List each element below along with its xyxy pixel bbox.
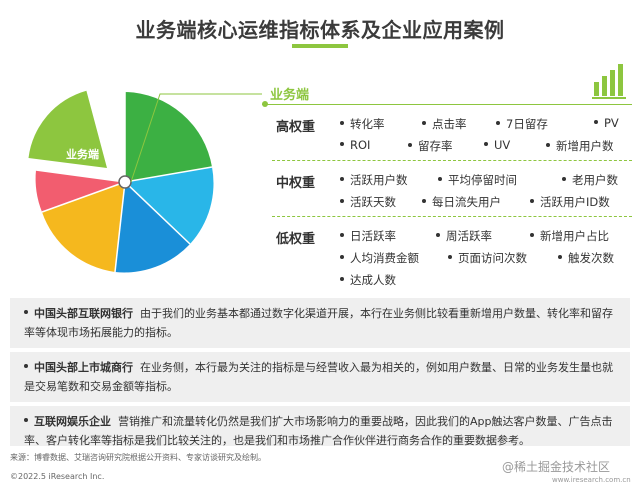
case-company: 互联网娱乐企业 bbox=[34, 415, 111, 428]
metric-item: 平均停留时间 bbox=[438, 172, 517, 188]
metric-item: UV bbox=[484, 138, 510, 152]
metric-item: 点击率 bbox=[422, 116, 467, 132]
metric-item: 页面访问次数 bbox=[448, 250, 527, 266]
case-company: 中国头部上市城商行 bbox=[34, 361, 133, 374]
pie-leader-line bbox=[130, 93, 262, 183]
case-box: 中国头部互联网银行 由于我们的业务基本都通过数字化渠道开展，本行在业务侧比较看重… bbox=[10, 298, 630, 348]
metric-item: 转化率 bbox=[340, 116, 385, 132]
bar-chart-icon bbox=[592, 64, 626, 99]
pie-slice-label: 业务端 bbox=[66, 147, 99, 161]
row-separator bbox=[272, 216, 632, 217]
metric-item: 周活跃率 bbox=[436, 228, 492, 244]
pie-slice-cyan bbox=[125, 167, 214, 244]
metric-item: 每日流失用户 bbox=[422, 194, 501, 210]
case-box: 中国头部上市城商行 在业务侧，本行最为关注的指标是与经营收入最为相关的，例如用户… bbox=[10, 352, 630, 402]
pie-graphic: 业务端 bbox=[28, 90, 262, 273]
case-quote: 营销推广和流量转化仍然是我们扩大市场影响力的重要战略，因此我们的App触达客户数… bbox=[24, 415, 613, 447]
copyright: ©2022.5 iResearch Inc. bbox=[10, 472, 105, 481]
case-company: 中国头部互联网银行 bbox=[34, 307, 133, 320]
site-url: www.iresearch.com.cn bbox=[552, 476, 631, 484]
header-line bbox=[262, 104, 632, 105]
metric-item: 7日留存 bbox=[496, 116, 548, 132]
metric-item: ROI bbox=[340, 138, 370, 152]
metric-item: 活跃用户ID数 bbox=[530, 194, 610, 210]
case-text: 互联网娱乐企业 营销推广和流量转化仍然是我们扩大市场影响力的重要战略，因此我们的… bbox=[24, 412, 620, 450]
metric-item: 留存率 bbox=[408, 138, 453, 154]
pie-center-ring bbox=[118, 175, 132, 189]
metric-item: 触发次数 bbox=[558, 250, 614, 266]
metric-item: 新增用户占比 bbox=[530, 228, 609, 244]
pie-slice-pink bbox=[35, 170, 125, 212]
metric-item: 老用户数 bbox=[562, 172, 618, 188]
page-title: 业务端核心运维指标体系及企业应用案例 bbox=[135, 18, 505, 42]
title-underline bbox=[292, 44, 348, 48]
pie-slice-green bbox=[125, 92, 212, 182]
section-header: 业务端 bbox=[270, 88, 310, 103]
row-label-low: 低权重 bbox=[276, 232, 316, 247]
case-quote: 在业务侧，本行最为关注的指标是与经营收入最为相关的，例如用户数量、日常的业务发生… bbox=[24, 361, 613, 393]
case-text: 中国头部上市城商行 在业务侧，本行最为关注的指标是与经营收入最为相关的，例如用户… bbox=[24, 358, 620, 396]
row-label-medium: 中权重 bbox=[276, 176, 316, 191]
metric-item: 达成人数 bbox=[340, 272, 396, 288]
pie-slice-lime bbox=[28, 90, 107, 168]
case-box: 互联网娱乐企业 营销推广和流量转化仍然是我们扩大市场影响力的重要战略，因此我们的… bbox=[10, 406, 630, 447]
pie-slice-blue bbox=[115, 182, 190, 273]
row-label-high: 高权重 bbox=[276, 120, 316, 135]
metric-item: 日活跃率 bbox=[340, 228, 396, 244]
watermark: @稀土掘金技术社区 bbox=[502, 460, 611, 474]
metric-item: PV bbox=[594, 116, 619, 130]
metric-item: 人均消费金额 bbox=[340, 250, 419, 266]
metric-item: 活跃天数 bbox=[340, 194, 396, 210]
case-quote: 由于我们的业务基本都通过数字化渠道开展，本行在业务侧比较看重新增用户数量、转化率… bbox=[24, 307, 613, 339]
metric-item: 活跃用户数 bbox=[340, 172, 408, 188]
metric-item: 新增用户数 bbox=[546, 138, 614, 154]
case-text: 中国头部互联网银行 由于我们的业务基本都通过数字化渠道开展，本行在业务侧比较看重… bbox=[24, 304, 620, 342]
source-note: 来源：博睿数据、艾瑞咨询研究院根据公开资料、专家访谈研究及绘制。 bbox=[10, 453, 266, 462]
row-separator bbox=[272, 160, 632, 161]
